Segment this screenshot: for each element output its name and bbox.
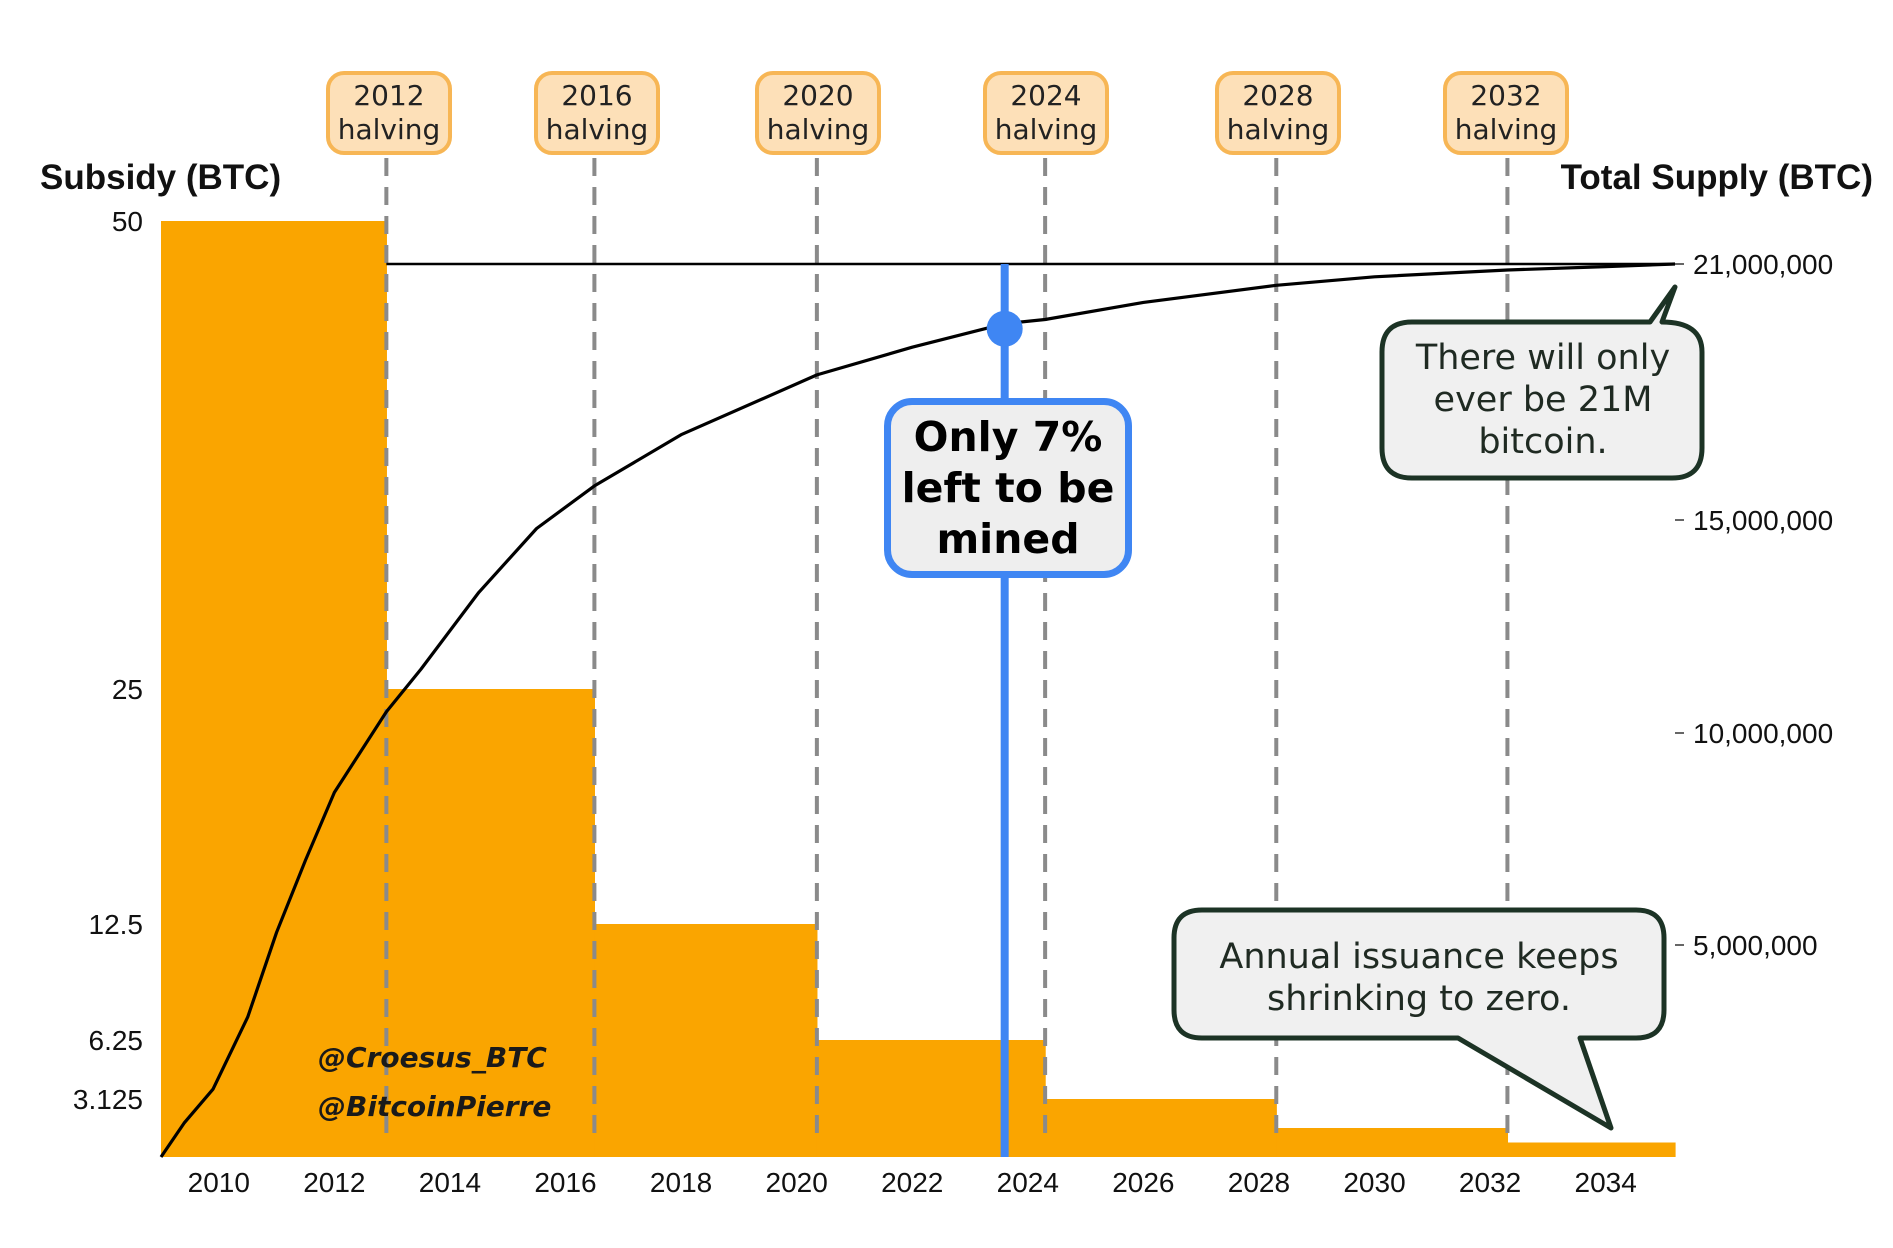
cap-line-3: bitcoin. bbox=[1478, 422, 1608, 462]
supply-line bbox=[159, 262, 1676, 1158]
cap-bubble-text: There will only ever be 21M bitcoin. bbox=[1390, 337, 1696, 463]
x-tick-label: 2014 bbox=[419, 1167, 481, 1198]
x-tick-label: 2024 bbox=[997, 1167, 1059, 1198]
axis-ticks: 2010 2012 2014 2016 2018 2020 2022 2024 2026 2028… bbox=[73, 206, 1833, 1198]
supply-tick-label: 5,000,000 bbox=[1693, 930, 1818, 961]
subsidy-step-bar bbox=[161, 221, 387, 1157]
subsidy-tick-label: 6.25 bbox=[89, 1025, 144, 1056]
left-axis-title: Subsidy (BTC) bbox=[40, 158, 282, 197]
supply-tick-label: 10,000,000 bbox=[1693, 718, 1833, 749]
issuance-line-2: shrinking to zero. bbox=[1267, 979, 1571, 1019]
x-tick-label: 2020 bbox=[766, 1167, 828, 1198]
halving-year: 2020 bbox=[782, 79, 854, 112]
callout-line-3: mined bbox=[936, 514, 1080, 563]
halving-word: halving bbox=[545, 113, 649, 146]
x-tick-label: 2010 bbox=[188, 1167, 250, 1198]
halving-label-2016: 2016 halving bbox=[534, 71, 660, 155]
subsidy-step-bar bbox=[816, 1040, 1046, 1157]
x-tick-label: 2032 bbox=[1459, 1167, 1521, 1198]
halving-word: halving bbox=[994, 113, 1098, 146]
halving-word: halving bbox=[766, 113, 870, 146]
halving-year: 2024 bbox=[1010, 79, 1082, 112]
halving-word: halving bbox=[337, 113, 441, 146]
remaining-supply-callout: Only 7% left to be mined bbox=[884, 398, 1132, 578]
supply-series bbox=[159, 262, 1676, 1158]
subsidy-tick-label: 50 bbox=[112, 206, 143, 237]
credit-bitcoinpierre: @BitcoinPierre bbox=[318, 1090, 552, 1123]
current-supply-dot bbox=[986, 310, 1023, 347]
right-axis-title: Total Supply (BTC) bbox=[1560, 158, 1873, 197]
x-tick-label: 2016 bbox=[534, 1167, 596, 1198]
halving-label-2012: 2012 halving bbox=[326, 71, 452, 155]
issuance-speech-bubble bbox=[1171, 907, 1667, 1131]
halving-label-2032: 2032 halving bbox=[1443, 71, 1569, 155]
cap-speech-bubble bbox=[1379, 284, 1705, 481]
supply-tick-label: 15,000,000 bbox=[1693, 505, 1833, 536]
subsidy-step-bar bbox=[1276, 1128, 1509, 1157]
halving-year: 2028 bbox=[1242, 79, 1314, 112]
halving-word: halving bbox=[1226, 113, 1330, 146]
supply-tick-label: 21,000,000 bbox=[1693, 249, 1833, 280]
subsidy-step-bar bbox=[594, 924, 818, 1157]
x-tick-label: 2022 bbox=[881, 1167, 943, 1198]
halving-label-2020: 2020 halving bbox=[755, 71, 881, 155]
cap-line-1: There will only bbox=[1415, 338, 1671, 378]
x-tick-label: 2028 bbox=[1228, 1167, 1290, 1198]
halving-year: 2032 bbox=[1470, 79, 1542, 112]
callout-line-1: Only 7% bbox=[913, 412, 1103, 461]
subsidy-step-bar bbox=[386, 689, 595, 1157]
x-tick-label: 2030 bbox=[1343, 1167, 1405, 1198]
halving-label-2028: 2028 halving bbox=[1215, 71, 1341, 155]
halving-word: halving bbox=[1454, 113, 1558, 146]
halving-label-2024: 2024 halving bbox=[983, 71, 1109, 155]
credit-croesus: @Croesus_BTC bbox=[318, 1041, 547, 1074]
halving-year: 2012 bbox=[353, 79, 425, 112]
subsidy-tick-label: 3.125 bbox=[73, 1084, 143, 1115]
x-tick-label: 2018 bbox=[650, 1167, 712, 1198]
subsidy-tick-label: 25 bbox=[112, 674, 143, 705]
x-tick-label: 2026 bbox=[1112, 1167, 1174, 1198]
x-tick-label: 2012 bbox=[303, 1167, 365, 1198]
issuance-bubble-text: Annual issuance keeps shrinking to zero. bbox=[1183, 936, 1655, 1020]
issuance-line-1: Annual issuance keeps bbox=[1219, 937, 1619, 977]
subsidy-step-bar bbox=[1507, 1142, 1676, 1157]
subsidy-step-bar bbox=[1045, 1099, 1277, 1157]
halving-year: 2016 bbox=[561, 79, 633, 112]
speech-bubbles bbox=[1171, 284, 1705, 1131]
subsidy-tick-label: 12.5 bbox=[89, 909, 144, 940]
callout-line-2: left to be bbox=[901, 463, 1115, 512]
cap-line-2: ever be 21M bbox=[1433, 380, 1653, 420]
x-tick-label: 2034 bbox=[1575, 1167, 1637, 1198]
